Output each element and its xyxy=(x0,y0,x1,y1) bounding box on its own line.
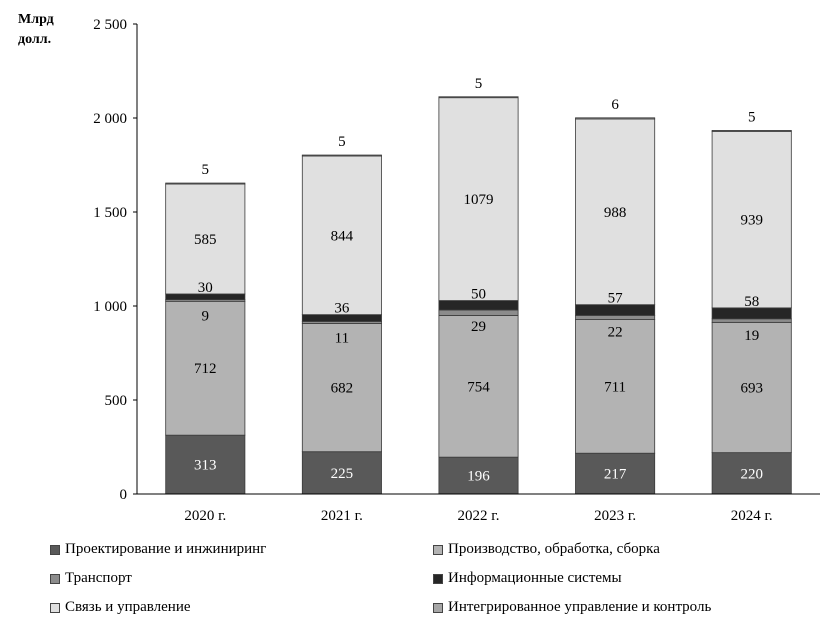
bar-segment xyxy=(575,314,656,320)
data-label: 1079 xyxy=(464,192,494,208)
bar-segment xyxy=(575,319,656,454)
data-label: 11 xyxy=(335,330,349,346)
legend-item: Проектирование и инжиниринг xyxy=(50,541,266,558)
x-axis: 2020 г. 2021 г. 2022 г. 2023 г. 2024 г. xyxy=(137,493,820,524)
legend-swatch xyxy=(50,544,60,555)
bar-segment xyxy=(711,318,792,323)
legend-label: Связь и управление xyxy=(65,599,191,615)
data-label: 57 xyxy=(608,291,624,307)
bar-segment xyxy=(438,309,519,316)
legend-swatch xyxy=(433,544,443,555)
legend-item: Интегрированное управление и контроль xyxy=(433,599,711,616)
data-label: 988 xyxy=(604,205,627,221)
data-label: 939 xyxy=(740,213,763,229)
data-label: 36 xyxy=(334,301,350,317)
bar-segment xyxy=(438,314,519,458)
data-label: 5 xyxy=(202,162,210,178)
bar-segment xyxy=(438,97,519,301)
legend-swatch xyxy=(433,602,443,613)
data-label: 29 xyxy=(471,319,486,335)
bar-segment xyxy=(711,321,792,454)
bars: 3137129305855225682113684451967542950107… xyxy=(165,76,792,495)
data-label: 9 xyxy=(202,309,210,325)
x-tick-label: 2022 г. xyxy=(458,508,500,524)
x-tick-label: 2024 г. xyxy=(731,508,773,524)
legend-swatch xyxy=(50,573,60,584)
bar-segment xyxy=(711,452,792,495)
data-label: 754 xyxy=(467,379,490,395)
bar-segment xyxy=(165,300,246,436)
bar-segment xyxy=(575,117,656,120)
data-label: 58 xyxy=(744,294,759,310)
legend-item: Транспорт xyxy=(50,570,132,587)
data-label: 19 xyxy=(744,328,759,344)
x-tick-label: 2023 г. xyxy=(594,508,636,524)
bar-segment xyxy=(301,323,382,453)
data-label: 30 xyxy=(198,280,213,296)
legend-swatch xyxy=(50,602,60,613)
bar-segment xyxy=(165,182,246,185)
data-label: 50 xyxy=(471,287,486,303)
data-label: 5 xyxy=(475,76,483,92)
y-tick-label: 2 500 xyxy=(93,17,127,33)
legend-label: Производство, обработка, сборка xyxy=(448,541,660,557)
legend: Проектирование и инжиниринг Производство,… xyxy=(50,537,820,627)
data-label: 712 xyxy=(194,361,217,377)
legend-swatch xyxy=(433,573,443,584)
data-label: 6 xyxy=(611,97,619,113)
legend-item: Производство, обработка, сборка xyxy=(433,541,660,558)
bar-segment xyxy=(301,154,382,157)
bar-segment xyxy=(575,452,656,495)
data-label: 196 xyxy=(467,469,490,485)
legend-label: Транспорт xyxy=(65,570,132,586)
bar-segment xyxy=(301,451,382,495)
data-label: 5 xyxy=(748,109,756,125)
data-label: 711 xyxy=(604,379,626,395)
legend-label: Интегрированное управление и контроль xyxy=(448,599,712,615)
bar-segment xyxy=(711,130,792,132)
bar-segment xyxy=(438,456,519,495)
y-tick-label: 1 500 xyxy=(93,205,127,221)
data-label: 5 xyxy=(338,134,346,150)
bar-segment xyxy=(575,118,656,306)
legend-label: Информационные системы xyxy=(448,570,622,586)
legend-item: Информационные системы xyxy=(433,570,622,587)
data-label: 693 xyxy=(740,380,763,396)
data-label: 220 xyxy=(740,466,763,482)
y-tick-label: 1 000 xyxy=(93,299,127,315)
legend-item: Связь и управление xyxy=(50,599,191,616)
data-label: 585 xyxy=(194,232,217,248)
data-label: 313 xyxy=(194,458,217,474)
data-label: 225 xyxy=(331,466,354,482)
y-axis: 0 500 1 000 1 500 2 000 2 500 xyxy=(93,17,138,503)
bar-segment xyxy=(301,155,382,316)
bar-segment xyxy=(711,130,792,309)
data-label: 217 xyxy=(604,467,627,483)
data-label: 682 xyxy=(331,381,354,397)
y-tick-label: 500 xyxy=(105,393,128,409)
legend-label: Проектирование и инжиниринг xyxy=(65,541,267,557)
x-tick-label: 2021 г. xyxy=(321,508,363,524)
y-axis-label: Млрд долл. xyxy=(18,12,54,47)
y-tick-label: 0 xyxy=(120,487,128,503)
y-tick-label: 2 000 xyxy=(93,111,127,127)
data-label: 844 xyxy=(331,228,354,244)
x-tick-label: 2020 г. xyxy=(184,508,226,524)
bar-segment xyxy=(438,96,519,99)
data-label: 22 xyxy=(608,324,623,340)
